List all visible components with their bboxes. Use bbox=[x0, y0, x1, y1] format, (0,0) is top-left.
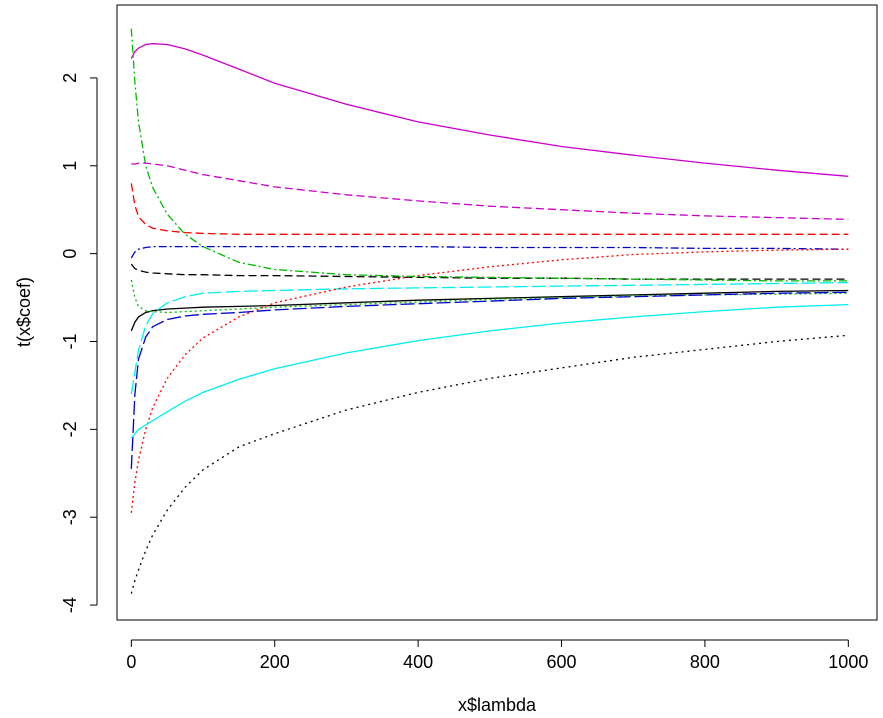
series-layer bbox=[130, 28, 849, 594]
y-tick-label: -4 bbox=[60, 597, 80, 613]
y-axis-title: t(x$coef) bbox=[14, 277, 34, 347]
series-line-9 bbox=[130, 248, 849, 513]
y-tick-label: 0 bbox=[60, 249, 80, 259]
series-line-7 bbox=[130, 334, 849, 594]
series-line-1 bbox=[130, 289, 849, 332]
series-line-3 bbox=[130, 279, 849, 314]
y-tick-label: 2 bbox=[60, 73, 80, 83]
series-line-12 bbox=[130, 303, 849, 439]
x-axis: 0 200 400 600 800 1000 bbox=[126, 639, 868, 672]
x-tick-label: 400 bbox=[403, 652, 433, 672]
x-tick-label: 200 bbox=[260, 652, 290, 672]
x-tick-label: 0 bbox=[126, 652, 136, 672]
series-line-8 bbox=[130, 263, 849, 280]
x-axis-title: x$lambda bbox=[458, 695, 537, 715]
series-line-6 bbox=[130, 43, 849, 177]
series-line-11 bbox=[130, 291, 849, 469]
series-line-13 bbox=[131, 162, 849, 221]
x-tick-label: 1000 bbox=[828, 652, 868, 672]
y-tick-label: -3 bbox=[60, 509, 80, 525]
series-line-10 bbox=[130, 28, 849, 282]
series-line-4 bbox=[130, 245, 849, 259]
series-line-5 bbox=[130, 281, 849, 395]
x-tick-label: 800 bbox=[690, 652, 720, 672]
y-axis: -4 -3 -2 -1 0 1 2 bbox=[60, 73, 98, 613]
y-tick-label: -1 bbox=[60, 333, 80, 349]
y-tick-label: 1 bbox=[60, 161, 80, 171]
x-tick-label: 600 bbox=[547, 652, 577, 672]
plot-frame bbox=[116, 4, 878, 621]
series-line-2 bbox=[130, 183, 849, 235]
y-tick-label: -2 bbox=[60, 421, 80, 437]
